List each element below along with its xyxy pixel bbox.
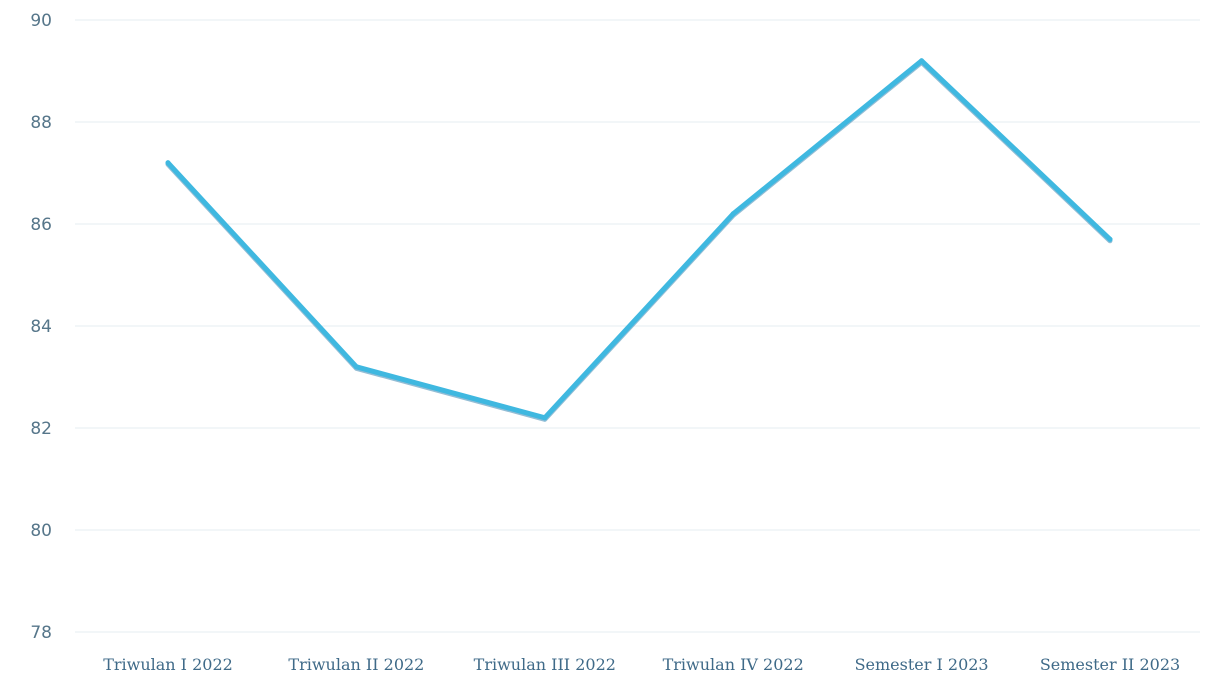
x-tick-label: Triwulan III 2022	[474, 655, 616, 674]
x-tick-label: Semester II 2023	[1040, 655, 1180, 674]
y-tick-label: 78	[30, 623, 52, 643]
data-point	[165, 160, 171, 166]
data-point	[1107, 236, 1113, 242]
x-axis-tick-labels: Triwulan I 2022 Triwulan II 2022 Triwulan …	[103, 655, 1180, 674]
x-tick-label: Triwulan IV 2022	[663, 655, 804, 674]
y-tick-label: 90	[30, 11, 52, 31]
x-tick-label: Triwulan I 2022	[103, 655, 233, 674]
y-axis-tick-labels: 78 80 82 84 86 88 90	[30, 11, 52, 643]
data-point	[353, 364, 359, 370]
y-tick-label: 86	[30, 215, 52, 235]
y-tick-label: 80	[30, 521, 52, 541]
y-tick-label: 88	[30, 113, 52, 133]
series-line-0	[165, 58, 1113, 421]
y-tick-label: 82	[30, 419, 52, 439]
x-tick-label: Triwulan II 2022	[288, 655, 424, 674]
series-layer	[165, 58, 1113, 422]
series-line-shadow	[165, 59, 1113, 422]
data-point	[542, 415, 548, 421]
data-point	[919, 58, 925, 64]
x-tick-label: Semester I 2023	[855, 655, 989, 674]
gridlines	[75, 19, 1200, 633]
data-point	[730, 211, 736, 217]
y-tick-label: 84	[30, 317, 52, 337]
